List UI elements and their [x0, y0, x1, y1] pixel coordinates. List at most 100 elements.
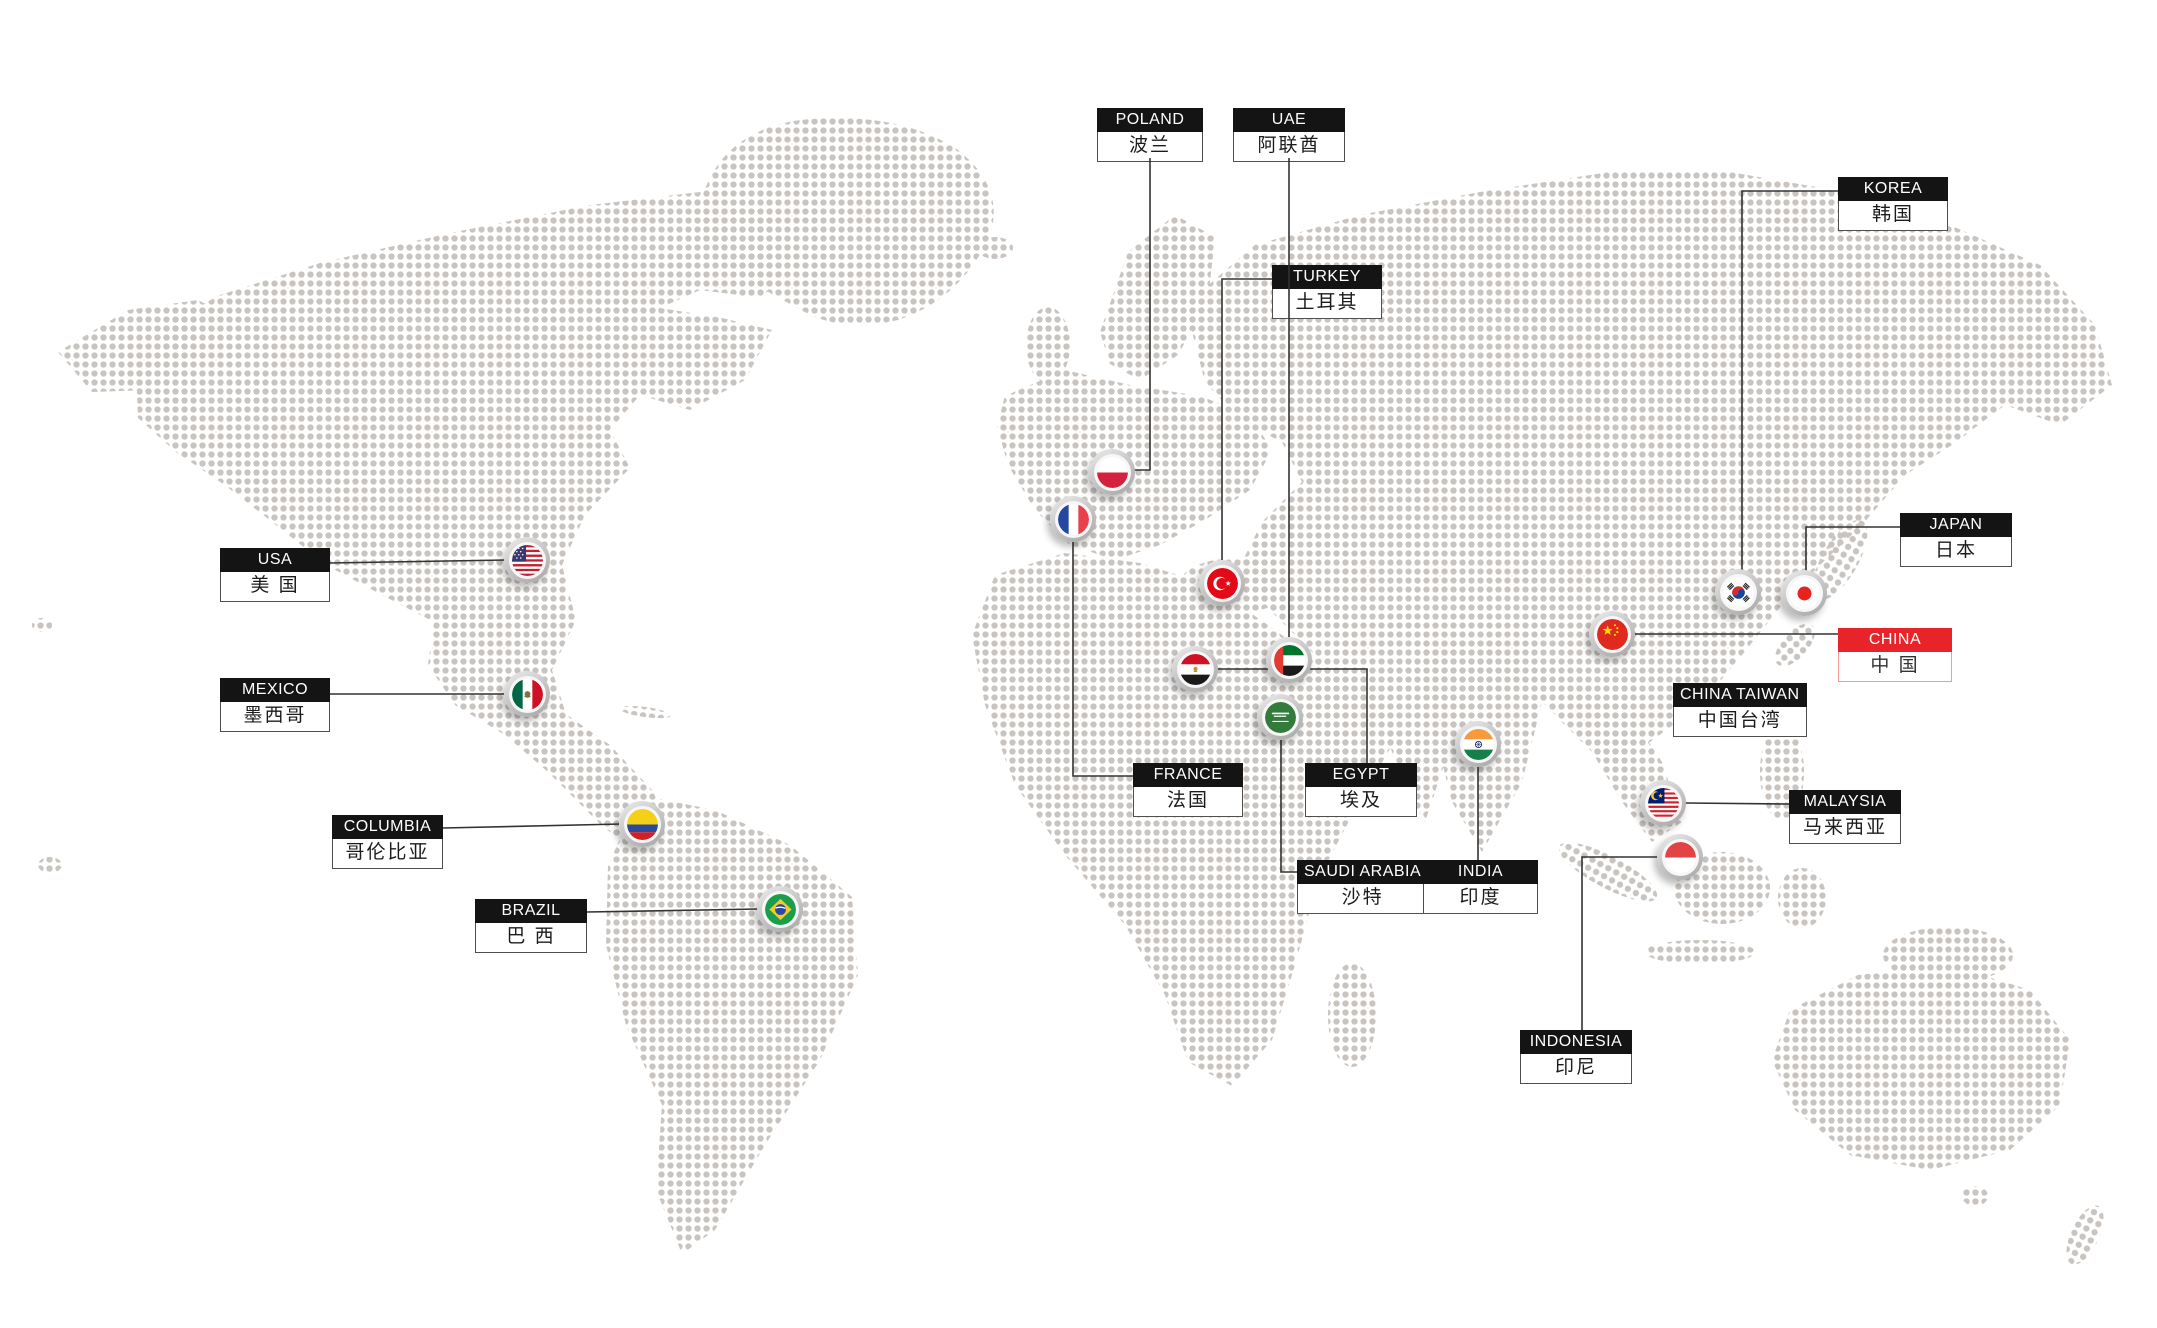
map-pin-france[interactable] [1050, 496, 1096, 542]
map-pin-korea[interactable] [1715, 569, 1761, 615]
label-saudi-arabia-name-zh: 沙特 [1297, 884, 1429, 915]
country-label-columbia: COLUMBIA 哥伦比亚 [332, 815, 443, 870]
flag-mexico-icon [511, 678, 543, 710]
label-columbia-name-en: COLUMBIA [332, 815, 443, 840]
flag-india-icon [1462, 728, 1494, 760]
label-china-name-zh: 中 国 [1838, 652, 1952, 683]
country-label-poland: POLAND 波兰 [1097, 108, 1203, 163]
country-label-france: FRANCE 法国 [1133, 763, 1243, 818]
country-label-japan: JAPAN 日本 [1900, 513, 2012, 568]
country-label-brazil: BRAZIL 巴 西 [475, 899, 587, 954]
map-pin-brazil[interactable] [757, 886, 803, 932]
map-pin-saudi-arabia[interactable] [1257, 694, 1303, 740]
label-egypt-name-en: EGYPT [1305, 763, 1417, 788]
map-pin-egypt[interactable] [1172, 646, 1218, 692]
label-china-taiwan-name-en: CHINA TAIWAN [1673, 683, 1807, 708]
label-france-name-zh: 法国 [1133, 787, 1243, 818]
label-korea-name-en: KOREA [1838, 177, 1948, 202]
map-pin-turkey[interactable] [1199, 560, 1245, 606]
map-pin-uae[interactable] [1266, 637, 1312, 683]
map-pin-poland[interactable] [1089, 449, 1135, 495]
flag-uae-icon [1273, 644, 1305, 676]
label-brazil-name-zh: 巴 西 [475, 923, 587, 954]
pin-ring-turkey [1203, 564, 1241, 602]
label-poland-name-en: POLAND [1097, 108, 1203, 133]
country-label-malaysia: MALAYSIA 马来西亚 [1789, 790, 1901, 845]
pin-ring-japan [1785, 574, 1823, 612]
label-indonesia-name-en: INDONESIA [1520, 1030, 1632, 1055]
flag-saudi-icon [1264, 701, 1296, 733]
country-label-china: CHINA 中 国 [1838, 628, 1952, 683]
label-mexico-name-zh: 墨西哥 [220, 702, 330, 733]
label-china-name-en: CHINA [1838, 628, 1952, 653]
label-turkey-name-zh: 土耳其 [1272, 289, 1382, 320]
flag-malaysia-icon [1647, 787, 1679, 819]
pin-ring-saudi-arabia [1261, 698, 1299, 736]
country-label-indonesia: INDONESIA 印尼 [1520, 1030, 1632, 1085]
pin-ring-indonesia [1661, 838, 1699, 876]
flag-turkey-icon [1206, 567, 1238, 599]
country-label-egypt: EGYPT 埃及 [1305, 763, 1417, 818]
label-usa-name-zh: 美 国 [220, 572, 330, 603]
map-pin-japan[interactable] [1781, 570, 1827, 616]
label-usa-name-en: USA [220, 548, 330, 573]
label-mexico-name-en: MEXICO [220, 678, 330, 703]
label-japan-name-zh: 日本 [1900, 537, 2012, 568]
label-poland-name-zh: 波兰 [1097, 132, 1203, 163]
map-pin-india[interactable] [1455, 721, 1501, 767]
flag-poland-icon [1096, 456, 1128, 488]
country-label-uae: UAE 阿联酋 [1233, 108, 1345, 163]
label-columbia-name-zh: 哥伦比亚 [332, 839, 443, 870]
country-label-korea: KOREA 韩国 [1838, 177, 1948, 232]
pin-ring-india [1459, 725, 1497, 763]
flag-japan-icon [1788, 577, 1820, 609]
country-label-turkey: TURKEY 土耳其 [1272, 265, 1382, 320]
pin-ring-columbia [623, 805, 661, 843]
flag-france-icon [1057, 503, 1089, 535]
flag-china-icon [1596, 618, 1628, 650]
country-label-usa: USA 美 国 [220, 548, 330, 603]
label-japan-name-en: JAPAN [1900, 513, 2012, 538]
label-turkey-name-en: TURKEY [1272, 265, 1382, 290]
label-malaysia-name-zh: 马来西亚 [1789, 814, 1901, 845]
map-pin-usa[interactable] [504, 537, 550, 583]
label-brazil-name-en: BRAZIL [475, 899, 587, 924]
label-china-taiwan-name-zh: 中国台湾 [1673, 707, 1807, 738]
label-france-name-en: FRANCE [1133, 763, 1243, 788]
label-india-name-zh: 印度 [1423, 884, 1538, 915]
flag-brazil-icon [764, 893, 796, 925]
country-label-mexico: MEXICO 墨西哥 [220, 678, 330, 733]
pin-ring-egypt [1176, 650, 1214, 688]
label-indonesia-name-zh: 印尼 [1520, 1054, 1632, 1085]
flag-usa-icon [511, 544, 543, 576]
country-label-india: INDIA 印度 [1423, 860, 1538, 915]
pin-ring-korea [1719, 573, 1757, 611]
pin-ring-france [1054, 500, 1092, 538]
pin-ring-uae [1270, 641, 1308, 679]
flag-indonesia-icon [1664, 841, 1696, 873]
label-saudi-arabia-name-en: SAUDI ARABIA [1297, 860, 1429, 885]
map-pin-mexico[interactable] [504, 671, 550, 717]
label-korea-name-zh: 韩国 [1838, 201, 1948, 232]
pin-ring-poland [1093, 453, 1131, 491]
pin-ring-china [1593, 615, 1631, 653]
flag-korea-icon [1722, 576, 1754, 608]
label-india-name-en: INDIA [1423, 860, 1538, 885]
label-malaysia-name-en: MALAYSIA [1789, 790, 1901, 815]
flag-egypt-icon [1179, 653, 1211, 685]
map-pin-china[interactable] [1589, 611, 1635, 657]
label-egypt-name-zh: 埃及 [1305, 787, 1417, 818]
map-pin-columbia[interactable] [619, 801, 665, 847]
pin-ring-malaysia [1644, 784, 1682, 822]
pin-ring-mexico [508, 675, 546, 713]
pin-ring-brazil [761, 890, 799, 928]
label-uae-name-en: UAE [1233, 108, 1345, 133]
label-uae-name-zh: 阿联酋 [1233, 132, 1345, 163]
map-pin-indonesia[interactable] [1657, 834, 1703, 880]
flag-columbia-icon [626, 808, 658, 840]
country-label-saudi-arabia: SAUDI ARABIA 沙特 [1297, 860, 1429, 915]
map-pin-malaysia[interactable] [1640, 780, 1686, 826]
